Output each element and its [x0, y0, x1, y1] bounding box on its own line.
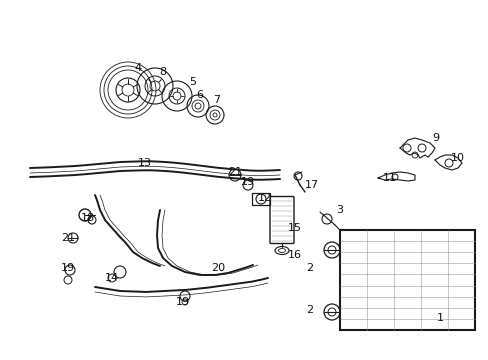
Text: 17: 17 [305, 180, 318, 190]
Text: 21: 21 [61, 233, 75, 243]
Text: 11: 11 [382, 173, 396, 183]
Text: 19: 19 [241, 177, 255, 187]
Text: 13: 13 [138, 158, 152, 168]
Text: 21: 21 [227, 167, 242, 177]
Text: 14: 14 [105, 273, 119, 283]
Text: 2: 2 [306, 305, 313, 315]
Text: 6: 6 [196, 90, 203, 100]
Text: 15: 15 [287, 223, 302, 233]
Text: 4: 4 [134, 63, 141, 73]
Text: 20: 20 [210, 263, 224, 273]
Text: 1: 1 [436, 313, 443, 323]
Bar [339, 230, 474, 330]
Text: 9: 9 [431, 133, 439, 143]
Text: 8: 8 [159, 67, 166, 77]
Text: 18: 18 [81, 213, 95, 223]
Text: 19: 19 [61, 263, 75, 273]
Text: 16: 16 [287, 250, 302, 260]
Text: 12: 12 [257, 193, 271, 203]
Text: 5: 5 [189, 77, 196, 87]
Text: 7: 7 [213, 95, 220, 105]
Bar [251, 193, 269, 205]
Text: 19: 19 [176, 297, 190, 307]
Text: 2: 2 [306, 263, 313, 273]
Text: 3: 3 [336, 205, 343, 215]
Text: 10: 10 [450, 153, 464, 163]
